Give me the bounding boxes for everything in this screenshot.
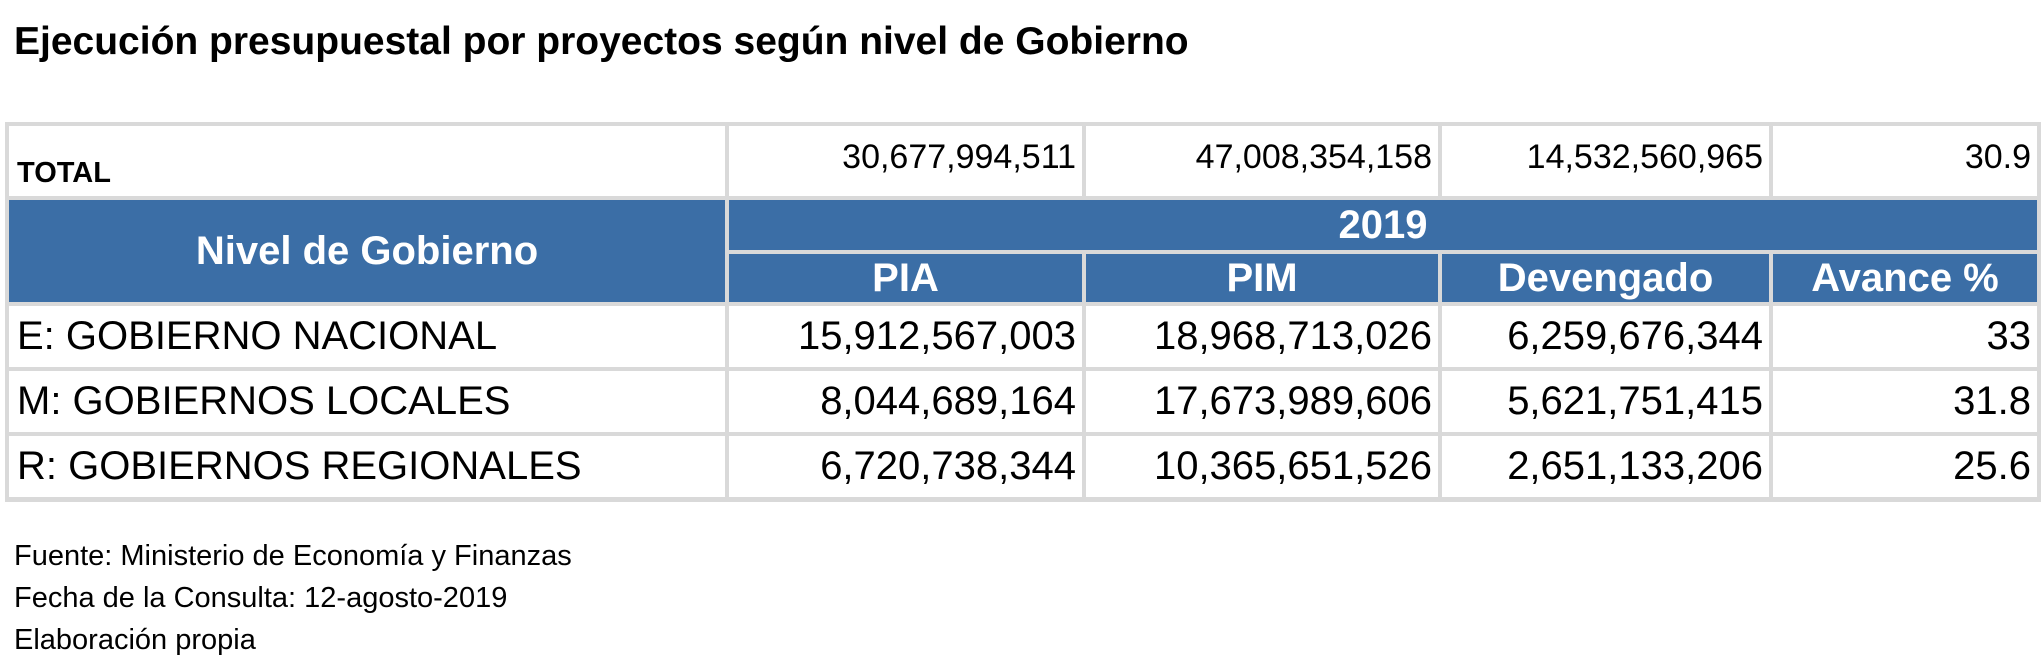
header-column: PIM: [1086, 254, 1438, 302]
row-label: M: GOBIERNOS LOCALES: [9, 371, 725, 432]
row-cell: 15,912,567,003: [729, 306, 1082, 367]
row-cell: 18,968,713,026: [1086, 306, 1438, 367]
header-column: PIA: [729, 254, 1082, 302]
row-cell: 6,720,738,344: [729, 436, 1082, 497]
row-cell: 17,673,989,606: [1086, 371, 1438, 432]
header-column: Avance %: [1773, 254, 2037, 302]
header-year: 2019: [729, 200, 2037, 250]
total-cell: 30,677,994,511: [729, 126, 1082, 196]
header-column: Devengado: [1442, 254, 1769, 302]
total-cell: 47,008,354,158: [1086, 126, 1438, 196]
row-label: R: GOBIERNOS REGIONALES: [9, 436, 725, 497]
total-cell: 14,532,560,965: [1442, 126, 1769, 196]
row-cell: 31.8: [1773, 371, 2037, 432]
title: Ejecución presupuestal por proyectos seg…: [14, 20, 1189, 63]
footnote: Elaboración propia: [14, 624, 256, 656]
header-group: Nivel de Gobierno: [9, 200, 725, 302]
row-cell: 33: [1773, 306, 2037, 367]
footnote: Fuente: Ministerio de Economía y Finanza…: [14, 540, 572, 572]
row-cell: 10,365,651,526: [1086, 436, 1438, 497]
row-cell: 6,259,676,344: [1442, 306, 1769, 367]
footnote: Fecha de la Consulta: 12-agosto-2019: [14, 582, 508, 614]
total-label: TOTAL: [9, 126, 725, 196]
row-cell: 2,651,133,206: [1442, 436, 1769, 497]
row-cell: 8,044,689,164: [729, 371, 1082, 432]
row-label: E: GOBIERNO NACIONAL: [9, 306, 725, 367]
row-cell: 5,621,751,415: [1442, 371, 1769, 432]
row-cell: 25.6: [1773, 436, 2037, 497]
total-cell: 30.9: [1773, 126, 2037, 196]
table: TOTAL 30,677,994,511 47,008,354,158 14,532,…: [5, 122, 2041, 502]
